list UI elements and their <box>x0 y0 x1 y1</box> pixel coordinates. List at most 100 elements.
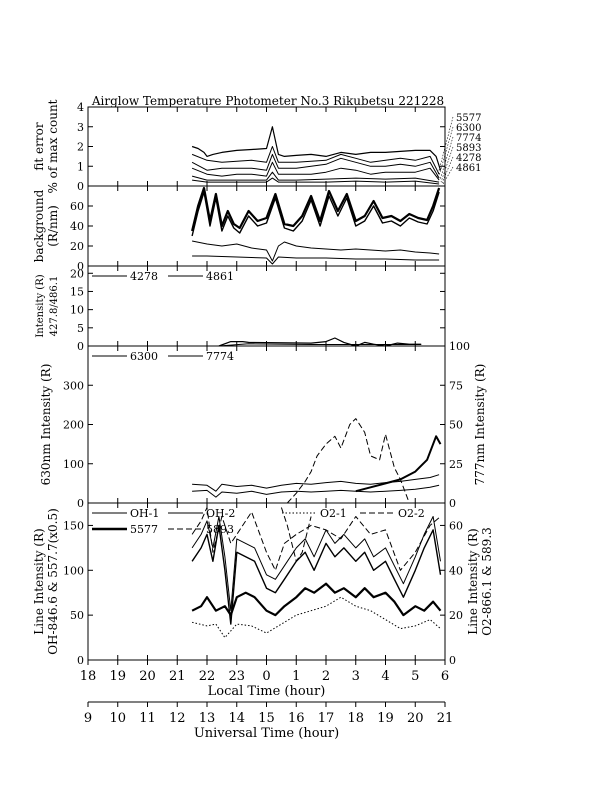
ut-tick-label: 10 <box>109 711 126 726</box>
series-7774 <box>191 153 440 179</box>
local-tick-label: 1 <box>292 669 300 684</box>
legend-label: 4278 <box>130 270 158 283</box>
y-axis-label: Intensity (R) <box>35 274 46 337</box>
y-axis-label: OH-846.6 & 557.7(x0.5) <box>46 508 60 655</box>
fit-error-label: 6300 <box>456 123 481 134</box>
y-axis-label: % of max count <box>46 99 60 193</box>
y2-tick-label: 75 <box>449 379 463 392</box>
legend-label: 4861 <box>206 270 234 283</box>
y-tick-label: 150 <box>63 519 84 532</box>
ut-tick-label: 12 <box>169 711 186 726</box>
local-tick-label: 3 <box>352 669 360 684</box>
y-tick-label: 4 <box>77 101 84 114</box>
ut-tick-label: 18 <box>347 711 364 726</box>
fit-error-connector <box>440 146 454 183</box>
fit-error-label: 5577 <box>456 113 481 124</box>
panel-frame <box>87 345 446 504</box>
local-tick-label: 5 <box>411 669 419 684</box>
y2-tick-label: 25 <box>449 458 463 471</box>
series-4278 <box>191 171 440 183</box>
series-bg-d <box>192 255 440 265</box>
legend-label: OH-1 <box>130 507 159 520</box>
series-6300 <box>191 146 440 175</box>
local-tick-label: 0 <box>262 669 270 684</box>
local-tick-label: 4 <box>381 669 389 684</box>
y-tick-label: 20 <box>70 240 84 253</box>
y-tick-label: 10 <box>70 304 84 317</box>
series-4861 <box>192 177 440 185</box>
series-5577 <box>191 126 442 171</box>
ut-tick-label: 17 <box>318 711 335 726</box>
y-tick-label: 2 <box>77 141 84 154</box>
y-tick-label: 15 <box>70 285 84 298</box>
series-bg-c <box>192 240 440 262</box>
y-tick-label: 0 <box>77 340 84 353</box>
local-axis-label: Local Time (hour) <box>208 684 326 699</box>
panel-3: 0 5 10 15 20 Intensity (R) 427.8/486.1 4278 4861 <box>35 265 446 353</box>
y-axis-label: 427.8/486.1 <box>49 276 60 337</box>
panel-2: 0 20 40 60 background (R/nm) <box>32 185 446 273</box>
chart-title: Airglow Temperature Photometer No.3 Riku… <box>91 94 444 108</box>
series-5893 <box>280 507 312 562</box>
series-4861 <box>218 343 422 347</box>
y2-tick-label: 60 <box>449 519 463 532</box>
ut-tick-label: 11 <box>139 711 156 726</box>
y2-tick-label: 20 <box>449 609 463 622</box>
series-5577 <box>191 582 442 617</box>
fit-error-connector <box>442 166 454 185</box>
ut-tick-label: 19 <box>377 711 394 726</box>
ut-tick-label: 15 <box>258 711 275 726</box>
y-tick-label: 20 <box>70 267 84 280</box>
fit-error-label: 4278 <box>456 153 481 164</box>
ut-tick-label: 20 <box>407 711 424 726</box>
local-tick-label: 18 <box>80 669 97 684</box>
y-axis-label: (R/nm) <box>46 205 60 247</box>
y-tick-label: 50 <box>70 609 84 622</box>
y2-axis-label: Line Intensity (R) <box>466 528 480 634</box>
y-tick-label: 5 <box>77 322 84 335</box>
series-bg-a <box>191 186 441 232</box>
y-tick-label: 40 <box>70 220 84 233</box>
series-OH-2 <box>191 516 441 612</box>
y-tick-label: 0 <box>77 260 84 273</box>
y-axis-label: fit error <box>32 122 46 170</box>
legend-label: O2-2 <box>398 507 425 520</box>
legend-label: 6300 <box>130 350 158 363</box>
local-tick-label: 22 <box>199 669 216 684</box>
local-tick-label: 21 <box>169 669 186 684</box>
legend-label: 5577 <box>130 523 158 536</box>
y-tick-label: 1 <box>77 160 84 173</box>
y-axis-label: 630nm Intensity (R) <box>39 364 53 486</box>
series-O2-1 <box>191 596 441 639</box>
ut-tick-label: 16 <box>288 711 305 726</box>
panel-frame <box>87 185 446 267</box>
y-tick-label: 300 <box>63 379 84 392</box>
series-6300-b <box>192 484 440 498</box>
y2-tick-label: 40 <box>449 564 463 577</box>
y-tick-label: 100 <box>63 564 84 577</box>
local-tick-label: 6 <box>441 669 449 684</box>
legend-label: OH-2 <box>206 507 235 520</box>
local-tick-label: 23 <box>228 669 245 684</box>
ut-axis-label: Universal Time (hour) <box>194 726 339 741</box>
local-tick-label: 20 <box>139 669 156 684</box>
y-tick-label: 3 <box>77 121 84 134</box>
fit-error-connector <box>438 126 454 177</box>
y2-axis-label: O2-866.1 & 589.3 <box>480 527 494 636</box>
fit-error-label: 7774 <box>456 133 481 144</box>
ut-tick-label: 13 <box>199 711 216 726</box>
y-tick-label: 60 <box>70 200 84 213</box>
y2-tick-label: 100 <box>449 340 470 353</box>
y2-tick-label: 50 <box>449 419 463 432</box>
series-O2-2 <box>191 507 441 571</box>
legend-label: 7774 <box>206 350 234 363</box>
panel-1: 0 1 2 3 4 fit error% of max count <box>32 99 446 194</box>
ut-tick-label: 21 <box>437 711 454 726</box>
series-7774 <box>286 418 410 504</box>
series-6300 <box>192 474 440 492</box>
y-tick-label: 0 <box>77 654 84 667</box>
